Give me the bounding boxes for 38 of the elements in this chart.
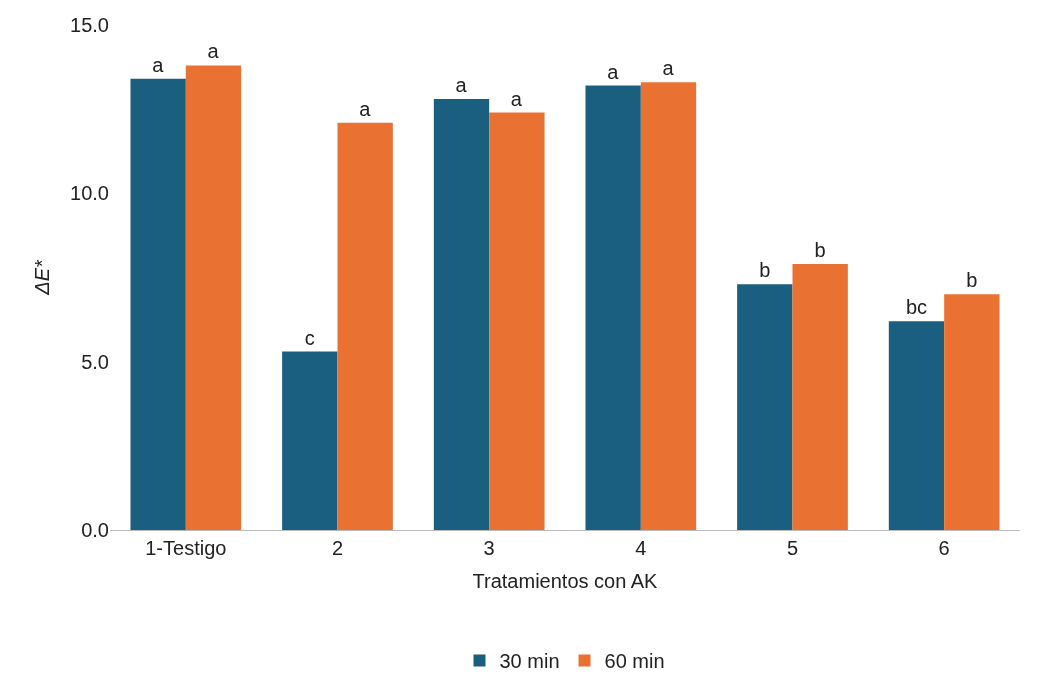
data-label: b xyxy=(759,259,771,282)
data-label: a xyxy=(152,53,165,76)
x-tick-label: 4 xyxy=(635,537,647,559)
bar xyxy=(489,112,545,530)
legend-label: 30 min xyxy=(499,650,560,673)
x-axis-title: Tratamientos con AK xyxy=(472,569,659,592)
data-label: a xyxy=(455,74,468,97)
bar xyxy=(433,99,490,530)
data-label: bc xyxy=(905,296,928,319)
x-tick-label: 3 xyxy=(483,537,495,559)
bar xyxy=(585,85,641,530)
data-label: a xyxy=(207,40,220,63)
legend-label: 60 min xyxy=(604,650,665,673)
y-tick-label: 5.0 xyxy=(81,350,109,373)
data-label: b xyxy=(814,239,826,262)
bar xyxy=(640,82,697,530)
x-tick-label: 2 xyxy=(331,537,344,559)
data-label: a xyxy=(607,60,620,83)
bar xyxy=(737,284,793,530)
data-label: c xyxy=(304,326,315,349)
bar xyxy=(130,78,186,530)
data-label: a xyxy=(510,87,523,110)
x-tick-label: 1-Testigo xyxy=(145,537,227,559)
bar xyxy=(282,351,338,530)
bar xyxy=(185,65,242,530)
y-tick-label: 10.0 xyxy=(70,182,109,205)
y-tick-label: 0.0 xyxy=(81,519,109,541)
x-tick-label: 5 xyxy=(786,537,799,559)
x-tick-label: 6 xyxy=(938,537,950,559)
y-tick-label: 15.0 xyxy=(70,14,109,36)
data-label: a xyxy=(662,57,675,80)
bar xyxy=(792,264,848,530)
data-label: b xyxy=(966,269,978,292)
y-axis-title: ΔE* xyxy=(30,259,53,296)
data-label: a xyxy=(359,97,372,120)
bar xyxy=(337,122,393,530)
bar xyxy=(944,294,1000,530)
bar xyxy=(888,321,945,530)
